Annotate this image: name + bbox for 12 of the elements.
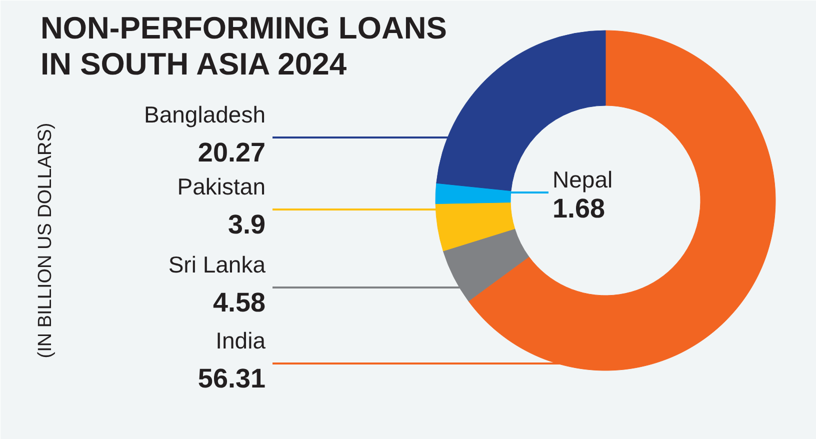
data-label: 20.27 bbox=[198, 138, 266, 168]
text: (IN BILLION US DOLLARS) bbox=[35, 122, 56, 358]
slice-label: India bbox=[216, 328, 266, 354]
slice-label: Pakistan bbox=[177, 174, 266, 200]
slice-label: Sri Lanka bbox=[168, 252, 266, 278]
chart-title: NON-PERFORMING LOANS IN SOUTH ASIA 2024 bbox=[40, 10, 447, 82]
legend-label: Nepal bbox=[552, 166, 613, 192]
data-label: 3.9 bbox=[228, 210, 266, 240]
slice-label: Bangladesh bbox=[144, 102, 266, 128]
data-label: 4.58 bbox=[212, 288, 266, 318]
data-label: 1.68 bbox=[552, 194, 606, 224]
data-label: 56.31 bbox=[198, 364, 266, 394]
